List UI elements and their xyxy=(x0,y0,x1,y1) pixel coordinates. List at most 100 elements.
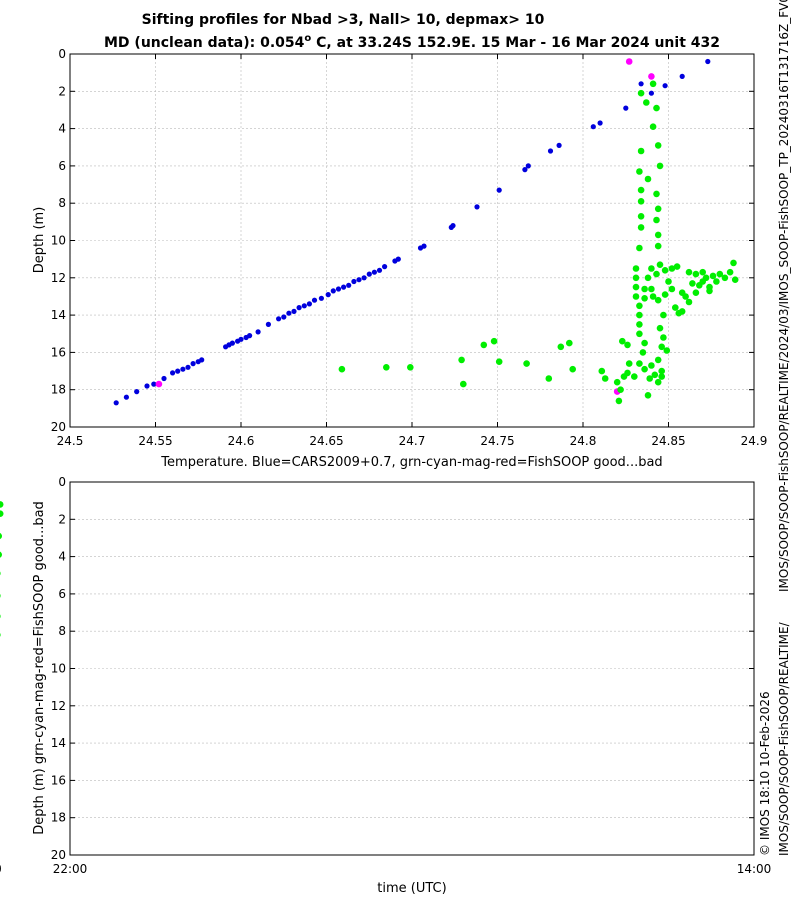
top-green-point xyxy=(689,280,696,287)
bottom-ytick-label: 20 xyxy=(51,848,66,862)
top-green-point xyxy=(632,293,640,300)
top-green-point xyxy=(713,278,720,285)
bottom-plot-points xyxy=(0,501,4,637)
bottom-green-point xyxy=(0,571,1,576)
top-xtick-label: 24.8 xyxy=(570,434,597,448)
top-xtick-label: 24.5 xyxy=(57,434,84,448)
top-green-point xyxy=(660,311,667,319)
top-green-point xyxy=(654,231,662,239)
top-green-point xyxy=(661,291,669,298)
top-green-point xyxy=(651,371,659,379)
side-text-path: IMOS/SOOP/SOOP-FishSOOP/REALTIME/2024/03… xyxy=(777,304,791,592)
top-blue-point xyxy=(151,381,157,387)
top-blue-point xyxy=(522,167,528,173)
top-xtick-label: 24.85 xyxy=(651,434,685,448)
bottom-green-point xyxy=(0,533,2,540)
top-green-point xyxy=(661,267,669,274)
bottom-ytick-label: 10 xyxy=(51,662,66,676)
top-ytick-label: 12 xyxy=(51,271,66,285)
top-blue-point xyxy=(311,297,318,303)
bottom-plot-ticks: 22:0023:0000:0001:0002:0003:0004:0005:00… xyxy=(0,475,771,876)
top-green-point xyxy=(598,367,606,375)
top-ytick-label: 10 xyxy=(51,234,66,248)
top-blue-point xyxy=(361,275,367,281)
top-green-point xyxy=(726,268,734,276)
bottom-plot-ylabel: Depth (m) grn-cyan-mag-red=FishSOOP good… xyxy=(32,501,47,835)
top-blue-point xyxy=(597,120,603,126)
top-green-point xyxy=(648,362,655,369)
top-plot-ticks: 24.5 24.55 24.6 24.65 24.7 24.75 24.8 24.85 24.9… xyxy=(51,47,768,448)
bottom-xtick-label: 22:00 xyxy=(53,862,88,876)
bottom-green-point xyxy=(0,614,1,619)
top-blue-point xyxy=(180,366,186,372)
top-green-point xyxy=(654,356,662,364)
top-green-point xyxy=(709,272,717,280)
top-green-point xyxy=(637,213,645,220)
bottom-ytick-label: 8 xyxy=(58,624,66,638)
bottom-green-point xyxy=(0,593,1,598)
top-green-point xyxy=(730,259,737,267)
top-blue-point xyxy=(638,81,644,87)
top-green-point xyxy=(673,263,681,270)
top-green-point xyxy=(649,123,657,130)
top-plot-points xyxy=(113,58,739,406)
top-green-point xyxy=(731,276,739,284)
top-green-point xyxy=(654,242,662,250)
top-blue-point xyxy=(276,316,282,322)
top-blue-point xyxy=(296,305,302,311)
top-blue-point xyxy=(161,375,167,382)
top-blue-point xyxy=(547,148,554,154)
top-green-point xyxy=(656,324,664,332)
time-depth-plot: 22:0023:0000:0001:0002:0003:0004:0005:00… xyxy=(0,475,771,896)
top-green-point xyxy=(637,198,645,205)
top-green-point xyxy=(637,186,645,194)
top-green-point xyxy=(619,337,626,345)
top-blue-point xyxy=(301,303,307,309)
temperature-depth-plot: 24.5 24.55 24.6 24.65 24.7 24.75 24.8 24.85 24.9… xyxy=(32,47,767,470)
top-green-point xyxy=(678,289,686,297)
top-blue-point xyxy=(199,357,205,363)
top-xtick-label: 24.6 xyxy=(228,434,255,448)
figure-title-line2: MD (unclean data): 0.054o C, at 33.24S 1… xyxy=(104,33,720,51)
top-blue-point xyxy=(255,329,261,335)
side-text-file: IMOS_SOOP-FishSOOP_TP_20240316T131716Z_F… xyxy=(777,0,791,304)
top-green-point xyxy=(641,285,648,293)
top-green-point xyxy=(523,360,530,367)
top-green-point xyxy=(668,285,676,293)
side-text-filename: IMOS/SOOP/SOOP-FishSOOP/REALTIME/2024/03… xyxy=(777,0,791,592)
top-green-point xyxy=(636,311,643,319)
bottom-ytick-label: 16 xyxy=(51,773,66,787)
top-green-point xyxy=(545,375,553,382)
top-ytick-label: 6 xyxy=(58,159,66,173)
top-magenta-point xyxy=(648,73,655,80)
top-blue-point xyxy=(175,368,181,374)
top-green-point xyxy=(672,304,679,311)
top-xtick-label: 24.65 xyxy=(309,434,343,448)
top-green-point xyxy=(636,302,643,310)
top-blue-point xyxy=(318,295,324,301)
top-green-point xyxy=(490,337,498,345)
top-green-point xyxy=(658,373,665,380)
top-blue-point xyxy=(556,142,562,148)
top-blue-point xyxy=(662,83,668,89)
top-green-point xyxy=(716,270,724,278)
top-green-point xyxy=(637,147,645,155)
top-xtick-label: 24.55 xyxy=(138,434,172,448)
top-xtick-label: 24.9 xyxy=(741,434,768,448)
top-blue-point xyxy=(623,105,629,111)
bottom-green-point xyxy=(0,501,4,508)
top-ytick-label: 18 xyxy=(51,383,66,397)
title-line2-prefix: MD (unclean data): 0.054 xyxy=(104,35,305,51)
top-green-point xyxy=(458,356,465,364)
top-green-point xyxy=(648,285,655,293)
top-green-point xyxy=(632,274,640,282)
top-ytick-label: 4 xyxy=(58,122,66,136)
top-blue-point xyxy=(281,314,287,320)
top-blue-point xyxy=(247,333,253,339)
top-ytick-label: 2 xyxy=(58,84,66,98)
top-green-point xyxy=(637,89,645,97)
bottom-plot-grid xyxy=(69,481,755,856)
bottom-ytick-label: 4 xyxy=(58,550,66,564)
top-blue-point xyxy=(590,124,596,130)
